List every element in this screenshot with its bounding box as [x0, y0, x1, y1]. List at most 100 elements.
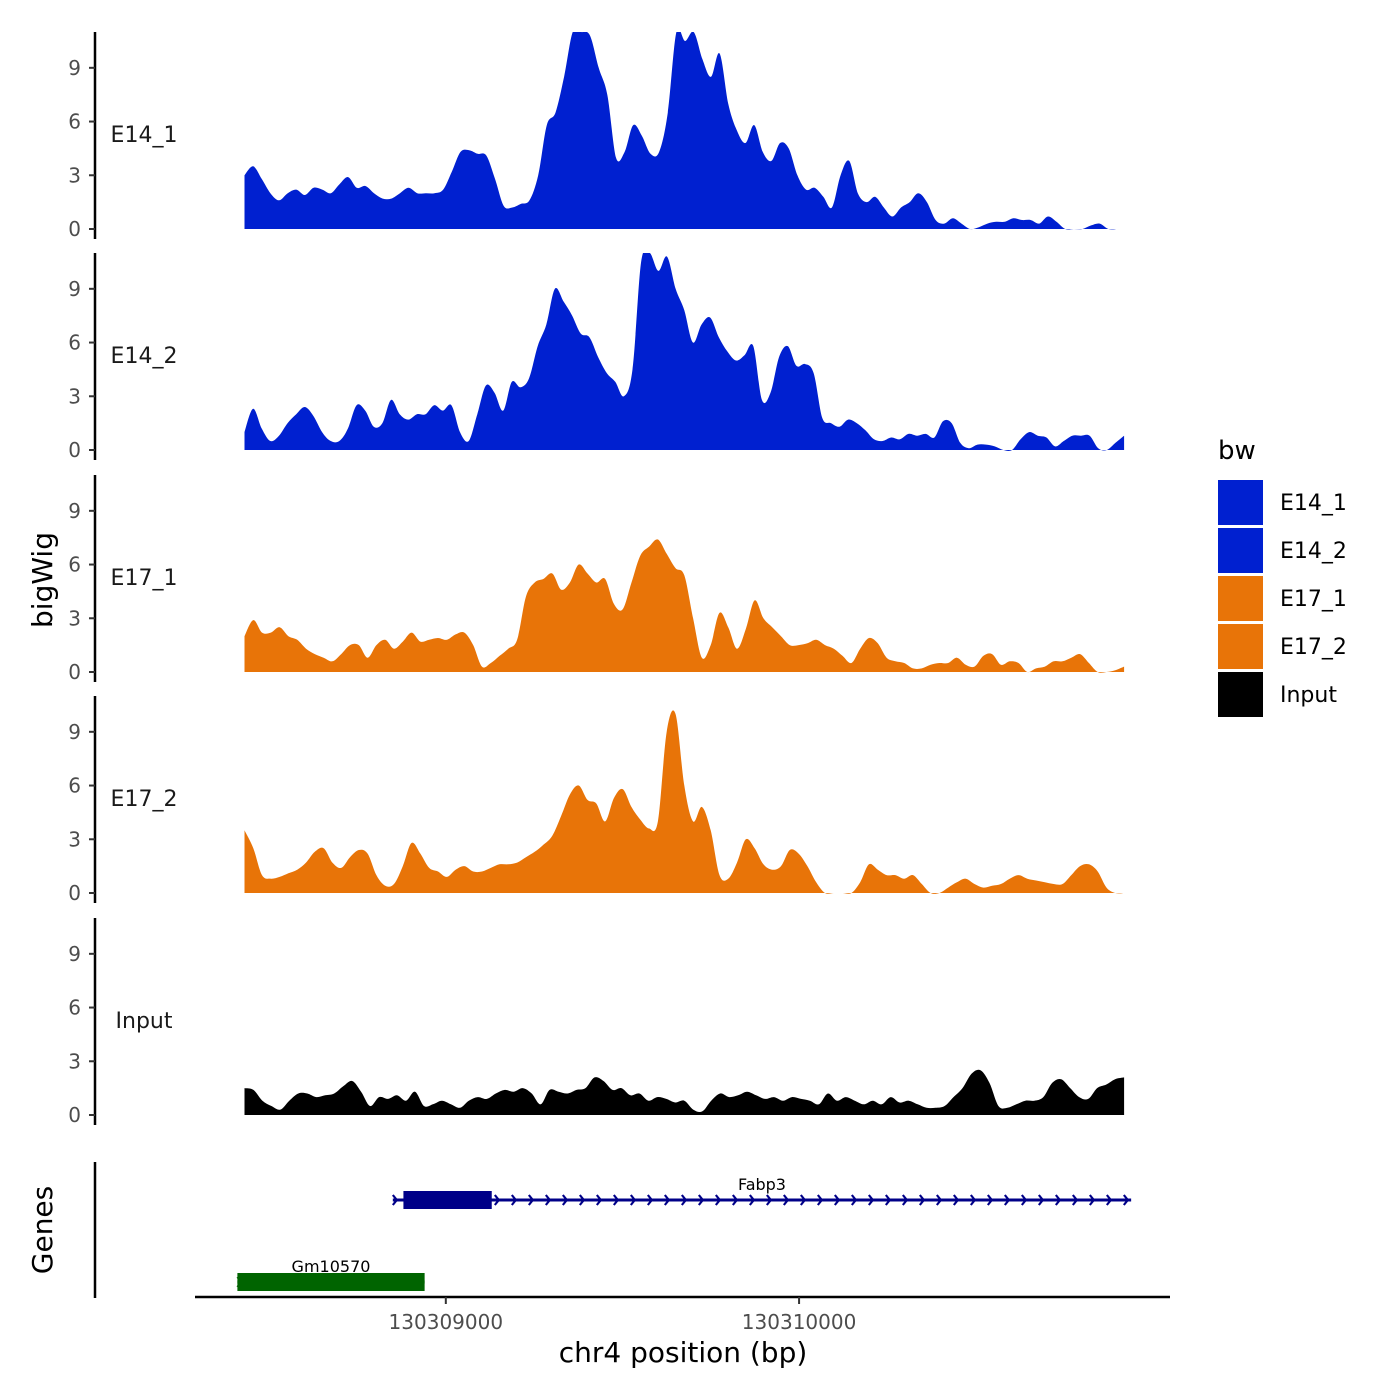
gene-exon-Fabp3 [403, 1191, 492, 1209]
strand-arrow [935, 1194, 943, 1206]
panel-label-Input: Input [116, 1009, 173, 1034]
x-axis: chr4 position (bp) 130309000 130310000 [195, 1295, 1170, 1369]
gene-label-Fabp3: Fabp3 [738, 1175, 786, 1194]
panel-label-E17_1: E17_1 [111, 566, 178, 591]
legend-label-E17_2: E17_2 [1280, 635, 1347, 660]
genes-track-title: Genes [26, 1186, 59, 1274]
strand-arrow [748, 1194, 756, 1206]
strand-arrow [986, 1194, 994, 1206]
strand-arrow [646, 1194, 654, 1206]
y-tick-label: 3 [68, 606, 81, 630]
strand-arrow [1037, 1194, 1045, 1206]
y-tick-label: 0 [68, 1103, 81, 1127]
strand-arrow [1088, 1194, 1096, 1206]
strand-arrow [816, 1194, 824, 1206]
panel-label-E17_2: E17_2 [111, 787, 178, 812]
legend-label-E14_2: E14_2 [1280, 539, 1347, 564]
y-tick-label: 6 [68, 331, 81, 355]
gene-Fabp3: Fabp3 [391, 1175, 1132, 1209]
strand-arrow [1122, 1194, 1130, 1206]
y-tick-label: 0 [68, 660, 81, 684]
x-axis-title: chr4 position (bp) [559, 1336, 808, 1369]
y-tick-label: 6 [68, 996, 81, 1020]
y-tick-label: 3 [68, 827, 81, 851]
strand-arrow [527, 1194, 535, 1206]
panel-E17_1: 0 3 6 9 E17_1 [68, 475, 1125, 684]
gene-Gm10570: Gm10570 [236, 1257, 425, 1291]
strand-arrow [595, 1194, 603, 1206]
strand-arrow [1071, 1194, 1079, 1206]
strand-arrow [663, 1194, 671, 1206]
y-tick-label: 9 [68, 56, 81, 80]
strand-arrow [680, 1194, 688, 1206]
strand-arrow [833, 1194, 841, 1206]
strand-arrow [969, 1194, 977, 1206]
strand-arrow [697, 1194, 705, 1206]
legend-swatch-E17_2 [1218, 624, 1263, 669]
strand-arrow [510, 1194, 518, 1206]
panel-label-E14_2: E14_2 [111, 344, 178, 369]
legend: bw E14_1 E14_2 E17_1 E17_2 Input [1218, 436, 1347, 717]
y-tick-label: 9 [68, 720, 81, 744]
panel-E17_2: 0 3 6 9 E17_2 [68, 696, 1125, 905]
strand-arrow [493, 1194, 501, 1206]
y-tick-label: 9 [68, 942, 81, 966]
legend-title: bw [1218, 436, 1256, 466]
strand-arrow [1105, 1194, 1113, 1206]
strand-arrow [629, 1194, 637, 1206]
y-tick-label: 6 [68, 553, 81, 577]
strand-arrow [1020, 1194, 1028, 1206]
strand-arrow [884, 1194, 892, 1206]
signal-panels: 0 3 6 9 E14_1 0 3 6 9 E14_2 0 3 6 9 E17_1 0 3 6 9 E17_2 0 3 6 9… [68, 32, 1125, 1127]
legend-label-Input: Input [1280, 683, 1337, 708]
genes-track: Genes Fabp3 Gm10570 [26, 1162, 1132, 1298]
legend-swatch-E17_1 [1218, 576, 1263, 621]
y-tick-label: 6 [68, 110, 81, 134]
series-area-E17_2 [244, 710, 1125, 894]
legend-label-E14_1: E14_1 [1280, 491, 1347, 516]
strand-arrow [799, 1194, 807, 1206]
y-tick-label: 0 [68, 881, 81, 905]
strand-arrow [612, 1194, 620, 1206]
strand-arrow [782, 1194, 790, 1206]
strand-arrow [765, 1194, 773, 1206]
y-tick-label: 6 [68, 774, 81, 798]
series-area-Input [244, 1069, 1125, 1115]
y-tick-label: 9 [68, 277, 81, 301]
strand-arrow [714, 1194, 722, 1206]
series-area-E14_1 [244, 32, 1117, 230]
strand-arrow [952, 1194, 960, 1206]
series-area-E14_2 [244, 253, 1125, 451]
panel-Input: 0 3 6 9 Input [68, 918, 1125, 1127]
legend-label-E17_1: E17_1 [1280, 587, 1347, 612]
series-area-E17_1 [244, 539, 1125, 673]
panel-E14_2: 0 3 6 9 E14_2 [68, 253, 1125, 462]
panel-E14_1: 0 3 6 9 E14_1 [68, 32, 1117, 241]
strand-arrow [1054, 1194, 1062, 1206]
y-tick-label: 3 [68, 163, 81, 187]
legend-swatch-E14_1 [1218, 480, 1263, 525]
y-tick-label: 3 [68, 384, 81, 408]
strand-arrow [901, 1194, 909, 1206]
y-axis-title: bigWig [26, 532, 59, 628]
strand-arrow [731, 1194, 739, 1206]
y-tick-label: 3 [68, 1049, 81, 1073]
strand-arrow [578, 1194, 586, 1206]
y-tick-label: 0 [68, 438, 81, 462]
legend-swatch-E14_2 [1218, 528, 1263, 573]
y-tick-label: 0 [68, 217, 81, 241]
strand-arrow [391, 1194, 399, 1206]
strand-arrow [918, 1194, 926, 1206]
x-tick-label: 130310000 [742, 1310, 857, 1334]
y-tick-label: 9 [68, 499, 81, 523]
strand-arrow [544, 1194, 552, 1206]
gene-label-Gm10570: Gm10570 [292, 1257, 371, 1276]
strand-arrow [1003, 1194, 1011, 1206]
legend-swatch-Input [1218, 672, 1263, 717]
strand-arrow [850, 1194, 858, 1206]
x-tick-label: 130309000 [389, 1310, 504, 1334]
strand-arrow [867, 1194, 875, 1206]
gene-exon-Gm10570 [237, 1273, 425, 1291]
strand-arrow [561, 1194, 569, 1206]
